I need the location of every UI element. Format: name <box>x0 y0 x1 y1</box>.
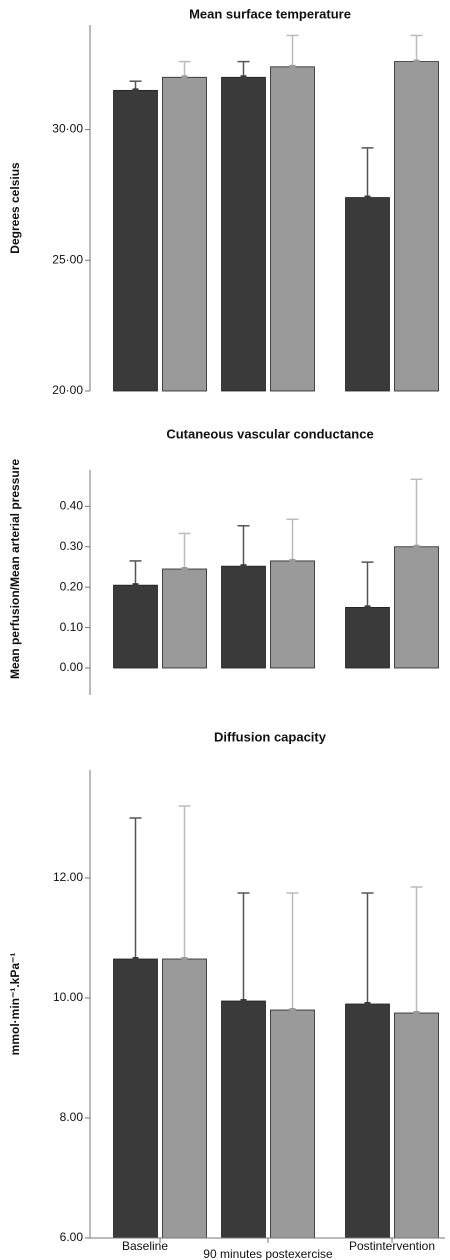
y-axis-label: Degrees celsius <box>8 162 22 254</box>
y-tick-label: 0.40 <box>60 499 84 513</box>
y-tick-label: 0.20 <box>60 579 84 593</box>
bar-top-marker <box>181 567 188 571</box>
bar-top-marker <box>413 59 420 64</box>
bar-top-marker <box>289 1008 296 1012</box>
bar-top-marker <box>240 564 247 569</box>
y-tick-label: 20·00 <box>52 383 83 397</box>
bar <box>221 565 266 669</box>
bar <box>221 1000 266 1239</box>
bar-top-marker <box>289 64 296 69</box>
bar-top-marker <box>240 75 247 80</box>
bar <box>270 1009 315 1239</box>
bar-top-marker <box>132 88 139 93</box>
y-tick-label: 25·00 <box>52 252 83 266</box>
bar <box>113 584 158 669</box>
y-tick-label: 8.00 <box>60 1110 84 1124</box>
y-tick-label: 0.00 <box>60 660 84 674</box>
bar-top-marker <box>413 544 420 549</box>
bar <box>345 1003 390 1239</box>
bar-top-marker <box>289 558 296 563</box>
bar-top-marker <box>364 195 371 200</box>
chart-title: Cutaneous vascular conductance <box>166 426 373 441</box>
y-tick-label: 6.00 <box>60 1230 84 1244</box>
bar-top-marker <box>364 605 371 610</box>
bar <box>162 568 207 669</box>
y-tick-label: 30·00 <box>52 122 83 136</box>
bar-top-marker <box>132 583 139 588</box>
bar <box>113 958 158 1239</box>
bar <box>345 606 390 669</box>
x-tick-label: 90 minutes postexercise <box>203 1247 333 1260</box>
bar-top-marker <box>413 1011 420 1015</box>
bar <box>394 61 439 392</box>
y-axis-label: mmol·min⁻¹.kPa⁻¹ <box>8 953 22 1056</box>
bar <box>394 1012 439 1239</box>
bar <box>221 76 266 392</box>
chart-title: Diffusion capacity <box>214 729 327 744</box>
bar <box>394 546 439 669</box>
bar <box>345 197 390 392</box>
bar-top-marker <box>181 75 188 80</box>
y-axis-label: Mean perfusion/Mean arterial pressure <box>8 459 22 679</box>
y-tick-label: 0.30 <box>60 539 84 553</box>
x-tick-label: Postintervention <box>349 1239 435 1253</box>
bar <box>270 560 315 669</box>
bar-top-marker <box>132 957 139 961</box>
y-tick-label: 10.00 <box>53 990 83 1004</box>
bar <box>113 89 158 392</box>
bar <box>162 958 207 1239</box>
bar-top-marker <box>240 999 247 1003</box>
bar-top-marker <box>364 1002 371 1006</box>
y-tick-label: 0.10 <box>60 620 84 634</box>
chart-title: Mean surface temperature <box>189 6 351 21</box>
bar <box>162 76 207 392</box>
bar-top-marker <box>181 957 188 961</box>
x-tick-label: Baseline <box>122 1239 168 1253</box>
y-tick-label: 12.00 <box>53 870 83 884</box>
bar <box>270 66 315 392</box>
